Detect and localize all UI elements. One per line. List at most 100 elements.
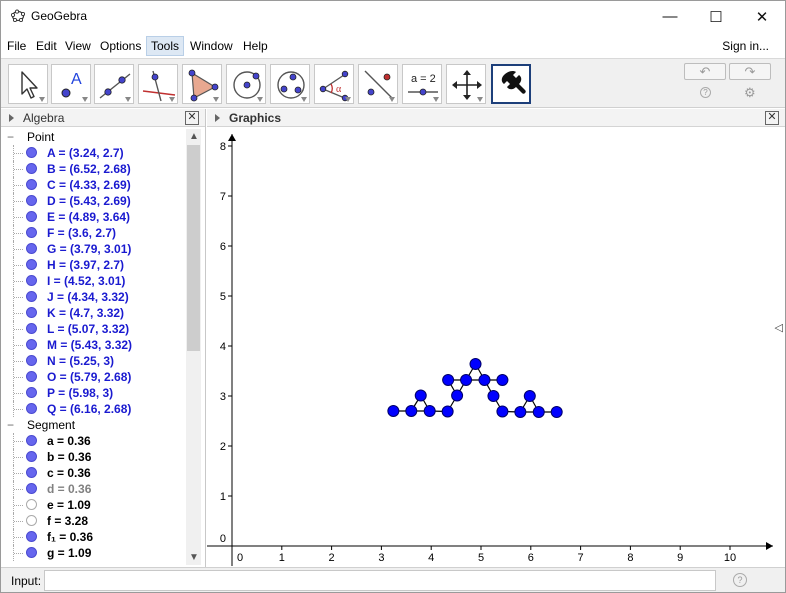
visibility-toggle-icon[interactable] xyxy=(26,483,37,494)
scroll-up-arrow-icon[interactable]: ▲ xyxy=(189,131,199,142)
input-help-icon[interactable]: ? xyxy=(733,573,747,587)
algebra-item[interactable]: B = (6.52, 2.68) xyxy=(1,161,187,177)
menu-view[interactable]: View xyxy=(61,36,95,56)
algebra-item[interactable]: N = (5.25, 3) xyxy=(1,353,187,369)
visibility-toggle-icon[interactable] xyxy=(26,195,37,206)
graphics-toggle-arrow-icon[interactable] xyxy=(215,114,220,122)
visibility-toggle-icon[interactable] xyxy=(26,323,37,334)
algebra-item[interactable]: H = (3.97, 2.7) xyxy=(1,257,187,273)
point-D[interactable] xyxy=(497,406,508,417)
algebra-item[interactable]: E = (4.89, 3.64) xyxy=(1,209,187,225)
algebra-item[interactable]: M = (5.43, 3.32) xyxy=(1,337,187,353)
reflect-tool-button[interactable] xyxy=(358,64,398,104)
collapse-toggle-icon[interactable]: − xyxy=(7,129,14,145)
algebra-item[interactable]: Q = (6.16, 2.68) xyxy=(1,401,187,417)
settings-gear-icon[interactable]: ⚙ xyxy=(744,85,756,101)
visibility-toggle-icon[interactable] xyxy=(26,387,37,398)
point-F[interactable] xyxy=(406,406,417,417)
algebra-item[interactable]: G = (3.79, 3.01) xyxy=(1,241,187,257)
visibility-toggle-icon[interactable] xyxy=(26,163,37,174)
visibility-toggle-icon[interactable] xyxy=(26,307,37,318)
algebra-item[interactable]: g = 1.09 xyxy=(1,545,187,561)
point-tool-button[interactable]: A xyxy=(51,64,91,104)
algebra-item[interactable]: f₁ = 0.36 xyxy=(1,529,187,545)
algebra-item[interactable]: K = (4.7, 3.32) xyxy=(1,305,187,321)
visibility-toggle-icon[interactable] xyxy=(26,451,37,462)
slider-tool-button[interactable]: a = 2 xyxy=(402,64,442,104)
algebra-group-segment[interactable]: − Segment xyxy=(1,417,187,433)
algebra-item[interactable]: P = (5.98, 3) xyxy=(1,385,187,401)
point-J[interactable] xyxy=(443,375,454,386)
visibility-toggle-icon[interactable] xyxy=(26,371,37,382)
polygon-tool-button[interactable] xyxy=(182,64,222,104)
undo-button[interactable]: ↶ xyxy=(684,63,726,80)
algebra-item[interactable]: O = (5.79, 2.68) xyxy=(1,369,187,385)
point-H[interactable] xyxy=(424,406,435,417)
algebra-item[interactable]: a = 0.36 xyxy=(1,433,187,449)
point-L[interactable] xyxy=(479,375,490,386)
algebra-item[interactable]: I = (4.52, 3.01) xyxy=(1,273,187,289)
point-M[interactable] xyxy=(497,375,508,386)
graphics-close-button[interactable]: ✕ xyxy=(765,111,779,125)
minimize-button[interactable]: — xyxy=(647,1,693,32)
menu-tools[interactable]: Tools xyxy=(146,36,184,56)
algebra-scrollbar[interactable]: ▲ ▼ xyxy=(186,129,201,565)
visibility-toggle-icon[interactable] xyxy=(26,211,37,222)
input-field[interactable] xyxy=(44,570,716,591)
line-tool-button[interactable] xyxy=(94,64,134,104)
algebra-item[interactable]: D = (5.43, 2.69) xyxy=(1,193,187,209)
sign-in-link[interactable]: Sign in... xyxy=(722,36,769,56)
point-E[interactable] xyxy=(470,359,481,370)
visibility-toggle-icon[interactable] xyxy=(26,243,37,254)
circle-center-tool-button[interactable] xyxy=(226,64,266,104)
visibility-toggle-icon[interactable] xyxy=(26,259,37,270)
move-tool-button[interactable] xyxy=(8,64,48,104)
help-icon[interactable]: ? xyxy=(700,87,711,98)
point-K[interactable] xyxy=(461,375,472,386)
visibility-toggle-icon[interactable] xyxy=(26,147,37,158)
point-Q[interactable] xyxy=(533,407,544,418)
algebra-item[interactable]: b = 0.36 xyxy=(1,449,187,465)
algebra-item[interactable]: F = (3.6, 2.7) xyxy=(1,225,187,241)
menu-file[interactable]: File xyxy=(3,36,30,56)
point-I[interactable] xyxy=(452,390,463,401)
menu-options[interactable]: Options xyxy=(96,36,145,56)
visibility-toggle-icon[interactable] xyxy=(26,291,37,302)
algebra-item[interactable]: f = 3.28 xyxy=(1,513,187,529)
maximize-button[interactable]: ☐ xyxy=(693,1,739,32)
algebra-item[interactable]: d = 0.36 xyxy=(1,481,187,497)
menu-edit[interactable]: Edit xyxy=(32,36,61,56)
visibility-toggle-icon[interactable] xyxy=(26,467,37,478)
point-O[interactable] xyxy=(515,407,526,418)
angle-tool-button[interactable]: α xyxy=(314,64,354,104)
visibility-toggle-icon[interactable] xyxy=(26,227,37,238)
algebra-item[interactable]: e = 1.09 xyxy=(1,497,187,513)
algebra-item[interactable]: c = 0.36 xyxy=(1,465,187,481)
algebra-close-button[interactable]: ✕ xyxy=(185,111,199,125)
visibility-toggle-icon[interactable] xyxy=(26,435,37,446)
point-A[interactable] xyxy=(388,406,399,417)
visibility-toggle-icon[interactable] xyxy=(26,547,37,558)
customize-tool-button[interactable] xyxy=(491,64,531,104)
redo-button[interactable]: ↷ xyxy=(729,63,771,80)
visibility-toggle-icon[interactable] xyxy=(26,355,37,366)
point-N[interactable] xyxy=(488,391,499,402)
visibility-toggle-icon[interactable] xyxy=(26,515,37,526)
circle-three-points-tool-button[interactable] xyxy=(270,64,310,104)
scrollbar-thumb[interactable] xyxy=(187,145,200,351)
side-panel-toggle-icon[interactable]: ◁ xyxy=(775,321,783,334)
visibility-toggle-icon[interactable] xyxy=(26,179,37,190)
visibility-toggle-icon[interactable] xyxy=(26,275,37,286)
algebra-item[interactable]: J = (4.34, 3.32) xyxy=(1,289,187,305)
collapse-toggle-icon[interactable]: − xyxy=(7,417,14,433)
algebra-toggle-arrow-icon[interactable] xyxy=(9,114,14,122)
visibility-toggle-icon[interactable] xyxy=(26,339,37,350)
algebra-group-point[interactable]: − Point xyxy=(1,129,187,145)
visibility-toggle-icon[interactable] xyxy=(26,531,37,542)
visibility-toggle-icon[interactable] xyxy=(26,499,37,510)
menu-help[interactable]: Help xyxy=(239,36,272,56)
point-C[interactable] xyxy=(442,406,453,417)
visibility-toggle-icon[interactable] xyxy=(26,403,37,414)
close-window-button[interactable]: ✕ xyxy=(739,1,785,32)
algebra-item[interactable]: C = (4.33, 2.69) xyxy=(1,177,187,193)
